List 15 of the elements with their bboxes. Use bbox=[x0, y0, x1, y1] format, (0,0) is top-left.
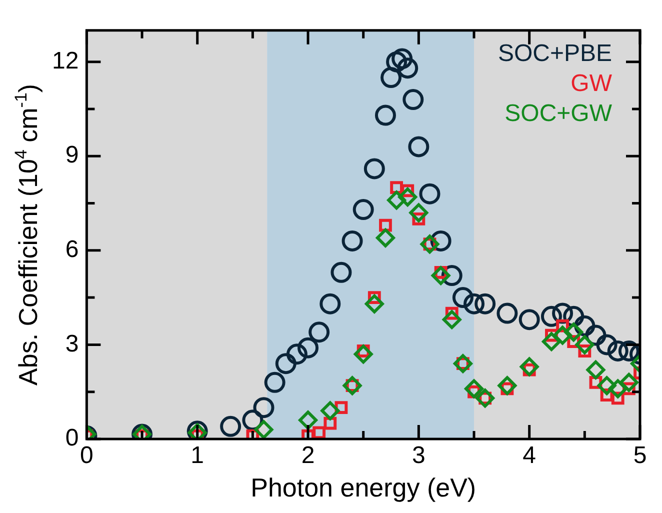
y-tick-label: 3 bbox=[65, 330, 79, 358]
text: SOC+PBE bbox=[498, 40, 612, 68]
x-tick-label: 1 bbox=[190, 442, 204, 470]
y-tick-label: 12 bbox=[52, 47, 79, 74]
x-tick-label: 4 bbox=[522, 442, 536, 470]
x-tick-label: 2 bbox=[301, 442, 315, 470]
text: GW bbox=[570, 70, 612, 98]
y-tick-label: 6 bbox=[65, 236, 79, 264]
y-axis-title: Abs. Coefficient (104 cm-1) bbox=[12, 84, 44, 386]
x-axis-title: Photon energy (eV) bbox=[250, 472, 476, 503]
x-tick-label: 5 bbox=[633, 442, 647, 470]
y-tick-label: 9 bbox=[65, 142, 79, 169]
text: SOC+GW bbox=[504, 100, 612, 128]
x-tick-label: 3 bbox=[412, 442, 426, 470]
y-tick-label: 0 bbox=[65, 424, 79, 452]
